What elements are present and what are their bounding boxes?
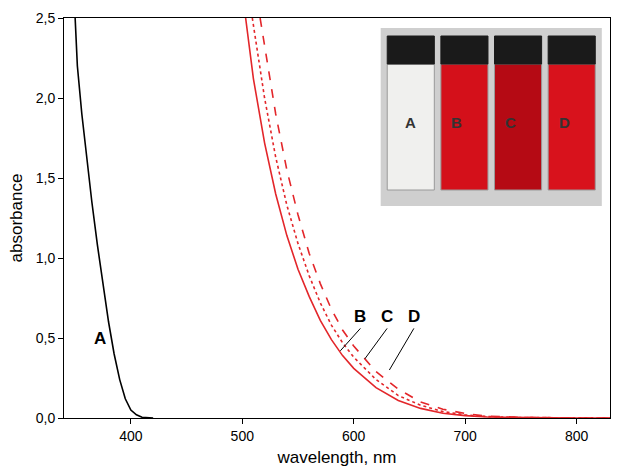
svg-text:0,0: 0,0: [36, 410, 56, 426]
svg-text:1,0: 1,0: [36, 250, 56, 266]
svg-text:A: A: [94, 329, 106, 348]
svg-text:400: 400: [119, 428, 143, 444]
svg-text:absorbance: absorbance: [7, 174, 26, 263]
svg-text:2,5: 2,5: [36, 10, 56, 26]
svg-text:1,5: 1,5: [36, 170, 56, 186]
svg-text:600: 600: [342, 428, 366, 444]
svg-text:2,0: 2,0: [36, 90, 56, 106]
svg-text:D: D: [559, 114, 570, 131]
svg-text:700: 700: [453, 428, 477, 444]
svg-text:C: C: [505, 114, 516, 131]
svg-text:wavelength, nm: wavelength, nm: [276, 448, 396, 467]
svg-text:0,5: 0,5: [36, 330, 56, 346]
svg-text:D: D: [408, 307, 420, 326]
svg-text:A: A: [405, 114, 416, 131]
svg-text:500: 500: [231, 428, 255, 444]
svg-text:B: B: [354, 307, 366, 326]
svg-text:800: 800: [565, 428, 589, 444]
svg-text:C: C: [381, 307, 393, 326]
svg-text:B: B: [451, 114, 462, 131]
